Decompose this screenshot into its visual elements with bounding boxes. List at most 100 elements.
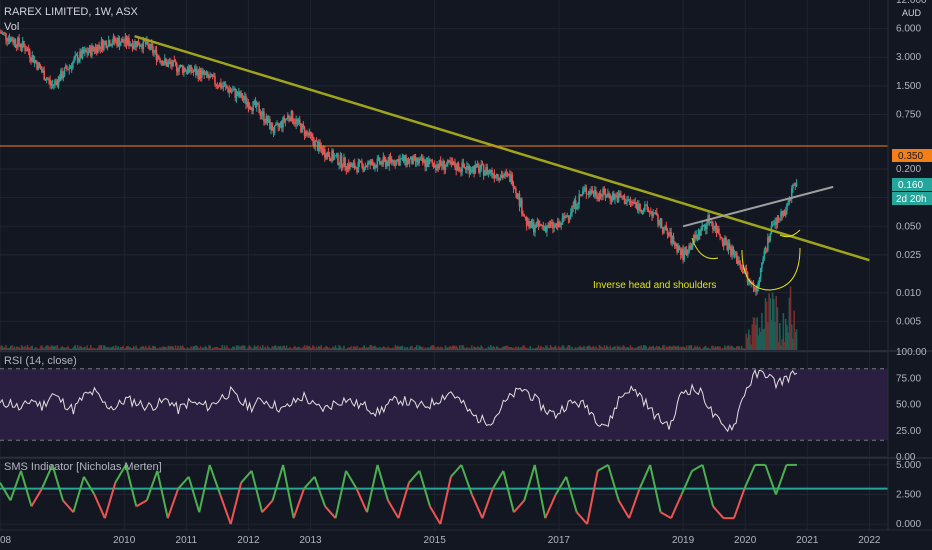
candle-body-119: [141, 45, 143, 49]
candle-body-345: [411, 156, 413, 165]
candle-body-179: [212, 75, 215, 77]
candle-body-599: [714, 225, 717, 229]
candle-body-518: [617, 193, 620, 202]
volume-bar-595: [709, 348, 712, 350]
price-tag-countdown: 2d 20h: [892, 192, 932, 205]
sms-segment-53: [554, 476, 568, 496]
sms-segment-14: [145, 470, 159, 501]
candle-body-189: [224, 84, 227, 86]
sms-segment-34: [355, 488, 368, 513]
volume-bar-170: [202, 347, 204, 350]
volume-bar-331: [394, 345, 397, 350]
candle-body-22: [25, 50, 28, 52]
volume-bar-135: [160, 348, 163, 350]
volume-bar-568: [677, 345, 680, 350]
candle-body-584: [696, 234, 699, 239]
candle-body-91: [107, 40, 110, 47]
volume-bar-314: [374, 345, 376, 350]
candle-body-598: [713, 228, 715, 230]
candle-body-544: [648, 211, 651, 213]
volume-bar-257: [306, 345, 308, 350]
candle-body-589: [702, 225, 705, 227]
drawing-overlays[interactable]: Inverse head and shoulders: [0, 34, 888, 291]
volume-bars: [0, 286, 798, 350]
candle-body-564: [672, 236, 675, 242]
volume-bar-365: [435, 348, 437, 350]
volume-bar-251: [298, 346, 301, 350]
candle-body-565: [673, 241, 676, 246]
candle-body-297: [353, 163, 356, 169]
volume-bar-10: [11, 345, 13, 350]
candle-body-429: [511, 174, 514, 185]
volume-bar-182: [216, 346, 219, 350]
candle-body-217: [258, 104, 260, 113]
candle-body-239: [284, 119, 287, 122]
volume-bar-520: [620, 347, 622, 350]
sms-segment-31: [324, 505, 337, 519]
volume-bar-320: [381, 347, 383, 350]
volume-bar-440: [524, 347, 527, 350]
volume-bar-208: [247, 346, 250, 350]
candle-body-488: [581, 191, 584, 195]
rsi-panel[interactable]: [0, 368, 888, 441]
volume-bar-643: [767, 322, 769, 350]
volume-bar-525: [626, 347, 628, 350]
panel-dividers[interactable]: [0, 0, 932, 531]
candle-body-410: [488, 170, 491, 173]
candle-body-418: [498, 178, 500, 181]
candle-body-200: [238, 91, 240, 96]
volume-bar-376: [448, 347, 450, 350]
sms-segment-11: [114, 464, 127, 484]
volume-bar-106: [125, 346, 128, 350]
sms-segment-44: [460, 464, 473, 495]
candle-body-396: [472, 166, 474, 172]
volume-bar-146: [173, 348, 176, 350]
volume-bar-144: [171, 346, 173, 350]
volume-bar-130: [154, 346, 157, 350]
candle-body-404: [481, 164, 484, 166]
sms-segment-57: [597, 464, 609, 472]
candle-body-453: [540, 223, 542, 226]
volume-bar-309: [368, 347, 370, 350]
volume-bar-248: [295, 348, 297, 350]
candle-body-382: [455, 167, 457, 171]
sms-label[interactable]: SMS Indicator [Nicholas Merten]: [4, 461, 162, 473]
volume-bar-180: [214, 347, 216, 350]
candle-body-487: [580, 194, 583, 196]
downtrend-line[interactable]: [134, 34, 870, 262]
volume-bar-644: [768, 293, 770, 350]
volume-bar-560: [667, 346, 670, 350]
neckline[interactable]: [682, 185, 834, 228]
volume-bar-566: [675, 346, 677, 350]
candle-body-366: [436, 164, 438, 170]
volume-bar-404: [481, 347, 484, 350]
volume-bar-100: [118, 348, 121, 350]
volume-bar-507: [604, 347, 607, 350]
candle-body-394: [469, 170, 472, 174]
volume-bar-556: [663, 345, 665, 350]
candle-body-334: [398, 158, 400, 166]
candle-body-144: [171, 63, 173, 67]
price-axis[interactable]: 12.0006.0003.0001.5000.7500.2000.1000.05…: [896, 0, 927, 530]
volume-label[interactable]: Vol: [4, 21, 20, 33]
volume-bar-290: [345, 348, 348, 350]
rsi-label[interactable]: RSI (14, close): [4, 355, 77, 367]
sms-panel[interactable]: [0, 463, 888, 525]
volume-bar-659: [786, 325, 788, 350]
volume-bar-629: [750, 344, 752, 350]
candle-body-378: [450, 161, 453, 164]
candle-body-469: [559, 222, 561, 228]
candle-body-372: [443, 160, 446, 171]
candle-body-329: [392, 160, 394, 163]
sms-segment-50: [523, 464, 536, 501]
candle-body-320: [381, 161, 383, 165]
volume-bar-102: [121, 347, 123, 350]
volume-bar-117: [138, 348, 141, 350]
time-axis[interactable]: 2008 2010 2011 2012 2013 2015 2017 2019 2020 2021…: [0, 535, 881, 546]
volume-bar-579: [690, 345, 693, 350]
candle-body-218: [259, 112, 262, 116]
candle-body-638: [761, 262, 763, 269]
symbol-title[interactable]: RAREX LIMITED, 1W, ASX: [4, 6, 138, 18]
candle-body-259: [308, 131, 311, 136]
